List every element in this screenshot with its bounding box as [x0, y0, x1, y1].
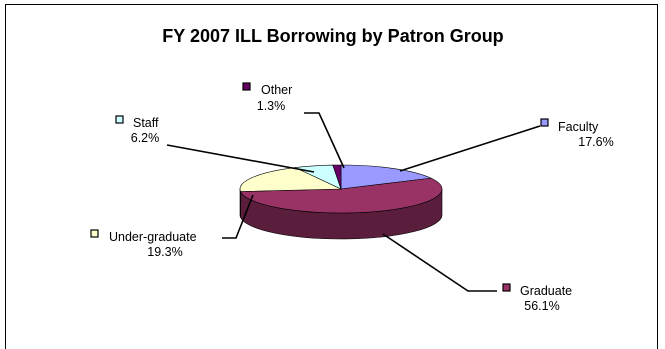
legend-key-graduate	[502, 283, 511, 292]
pie-top	[239, 164, 443, 214]
chart-frame	[5, 4, 658, 349]
slice-value-staff: 6.2%	[131, 131, 160, 145]
slice-graduate	[240, 177, 443, 214]
slice-label-under-graduate: Under-graduate	[109, 230, 197, 244]
leader-line-under-graduate	[222, 194, 254, 239]
legend-key-other	[242, 82, 251, 91]
slice-label-other: Other	[261, 83, 292, 97]
slice-faculty	[340, 164, 433, 190]
slice-label-faculty: Faculty	[558, 120, 599, 134]
slice-other	[332, 164, 342, 190]
slice-value-graduate: 56.1%	[524, 299, 559, 313]
slice-value-faculty: 17.6%	[578, 135, 613, 149]
slice-side-under-graduate	[239, 188, 241, 218]
slice-value-other: 1.3%	[257, 99, 286, 113]
legend-key-under-graduate	[90, 229, 99, 238]
leader-line-other	[304, 112, 345, 169]
chart-title: FY 2007 ILL Borrowing by Patron Group	[162, 26, 503, 46]
leader-line-staff	[166, 144, 315, 173]
slice-value-under-graduate: 19.3%	[147, 245, 182, 259]
leader-line-graduate	[382, 233, 497, 292]
slice-labels: Faculty17.6%Graduate56.1%Under-graduate1…	[90, 82, 614, 313]
legend-key-faculty	[540, 118, 549, 127]
slice-label-staff: Staff	[133, 116, 159, 130]
legend-key-staff	[115, 115, 124, 124]
slice-label-graduate: Graduate	[520, 284, 572, 298]
leader-lines	[166, 112, 541, 292]
slice-under-graduate	[239, 167, 342, 192]
leader-line-faculty	[399, 125, 541, 172]
